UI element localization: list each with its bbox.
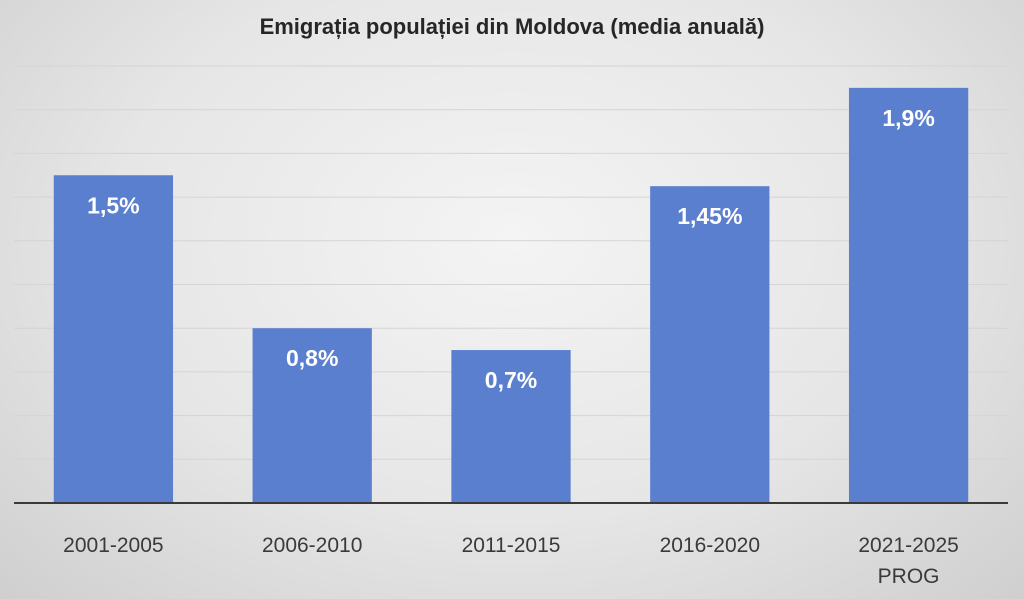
bar-3[interactable] [451,350,571,503]
data-label-2: 0,8% [286,345,338,371]
data-label-5: 1,9% [882,105,934,131]
chart-title: Emigrația populației din Moldova (media … [259,14,765,39]
data-label-3: 0,7% [485,367,537,393]
x-tick-label-3: 2011-2015 [462,534,561,557]
data-label-4: 1,45% [677,203,742,229]
bar-4[interactable] [650,186,770,504]
x-tick-label-2: 2006-2010 [262,534,362,557]
data-label-1: 1,5% [87,192,139,218]
bar-2[interactable] [252,328,372,503]
x-tick-label-5-line-2: PROG [878,565,940,588]
x-tick-label-4: 2016-2020 [660,534,760,557]
bar-1[interactable] [53,175,174,503]
bar-5[interactable] [848,87,969,503]
x-tick-label-1: 2001-2005 [63,534,163,557]
x-tick-label-5-line-1: 2021-2025 [858,534,958,557]
